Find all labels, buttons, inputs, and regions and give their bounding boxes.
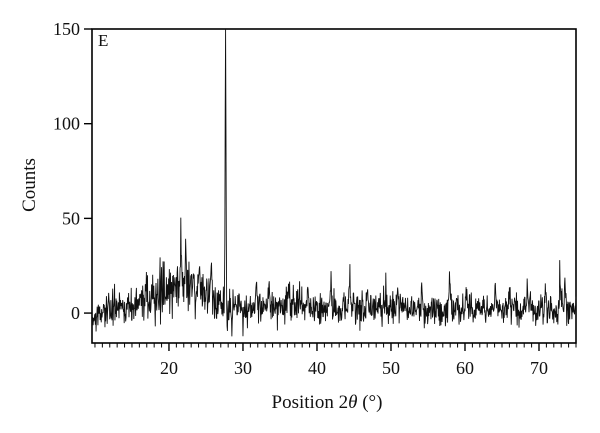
y-axis-title: Counts	[19, 158, 40, 212]
y-tick-label: 50	[62, 208, 80, 228]
x-axis-title-prefix: Position 2	[271, 392, 349, 413]
x-tick-label: 30	[234, 358, 252, 378]
panel-label-e: E	[98, 31, 109, 50]
x-tick-label: 70	[530, 358, 548, 378]
xrd-trace	[91, 28, 577, 337]
x-tick-label: 40	[308, 358, 326, 378]
x-axis-title: Position 2θ (°)	[272, 392, 383, 414]
plot-frame	[91, 28, 577, 344]
x-axis-title-suffix: (°)	[357, 392, 383, 413]
x-tick-label: 20	[160, 358, 178, 378]
x-tick-label: 60	[456, 358, 474, 378]
y-tick-label: 100	[53, 114, 80, 134]
theta-symbol: θ	[348, 392, 358, 413]
x-tick-label: 50	[382, 358, 400, 378]
y-tick-label: 150	[53, 19, 80, 39]
y-tick-label: 0	[71, 303, 80, 323]
